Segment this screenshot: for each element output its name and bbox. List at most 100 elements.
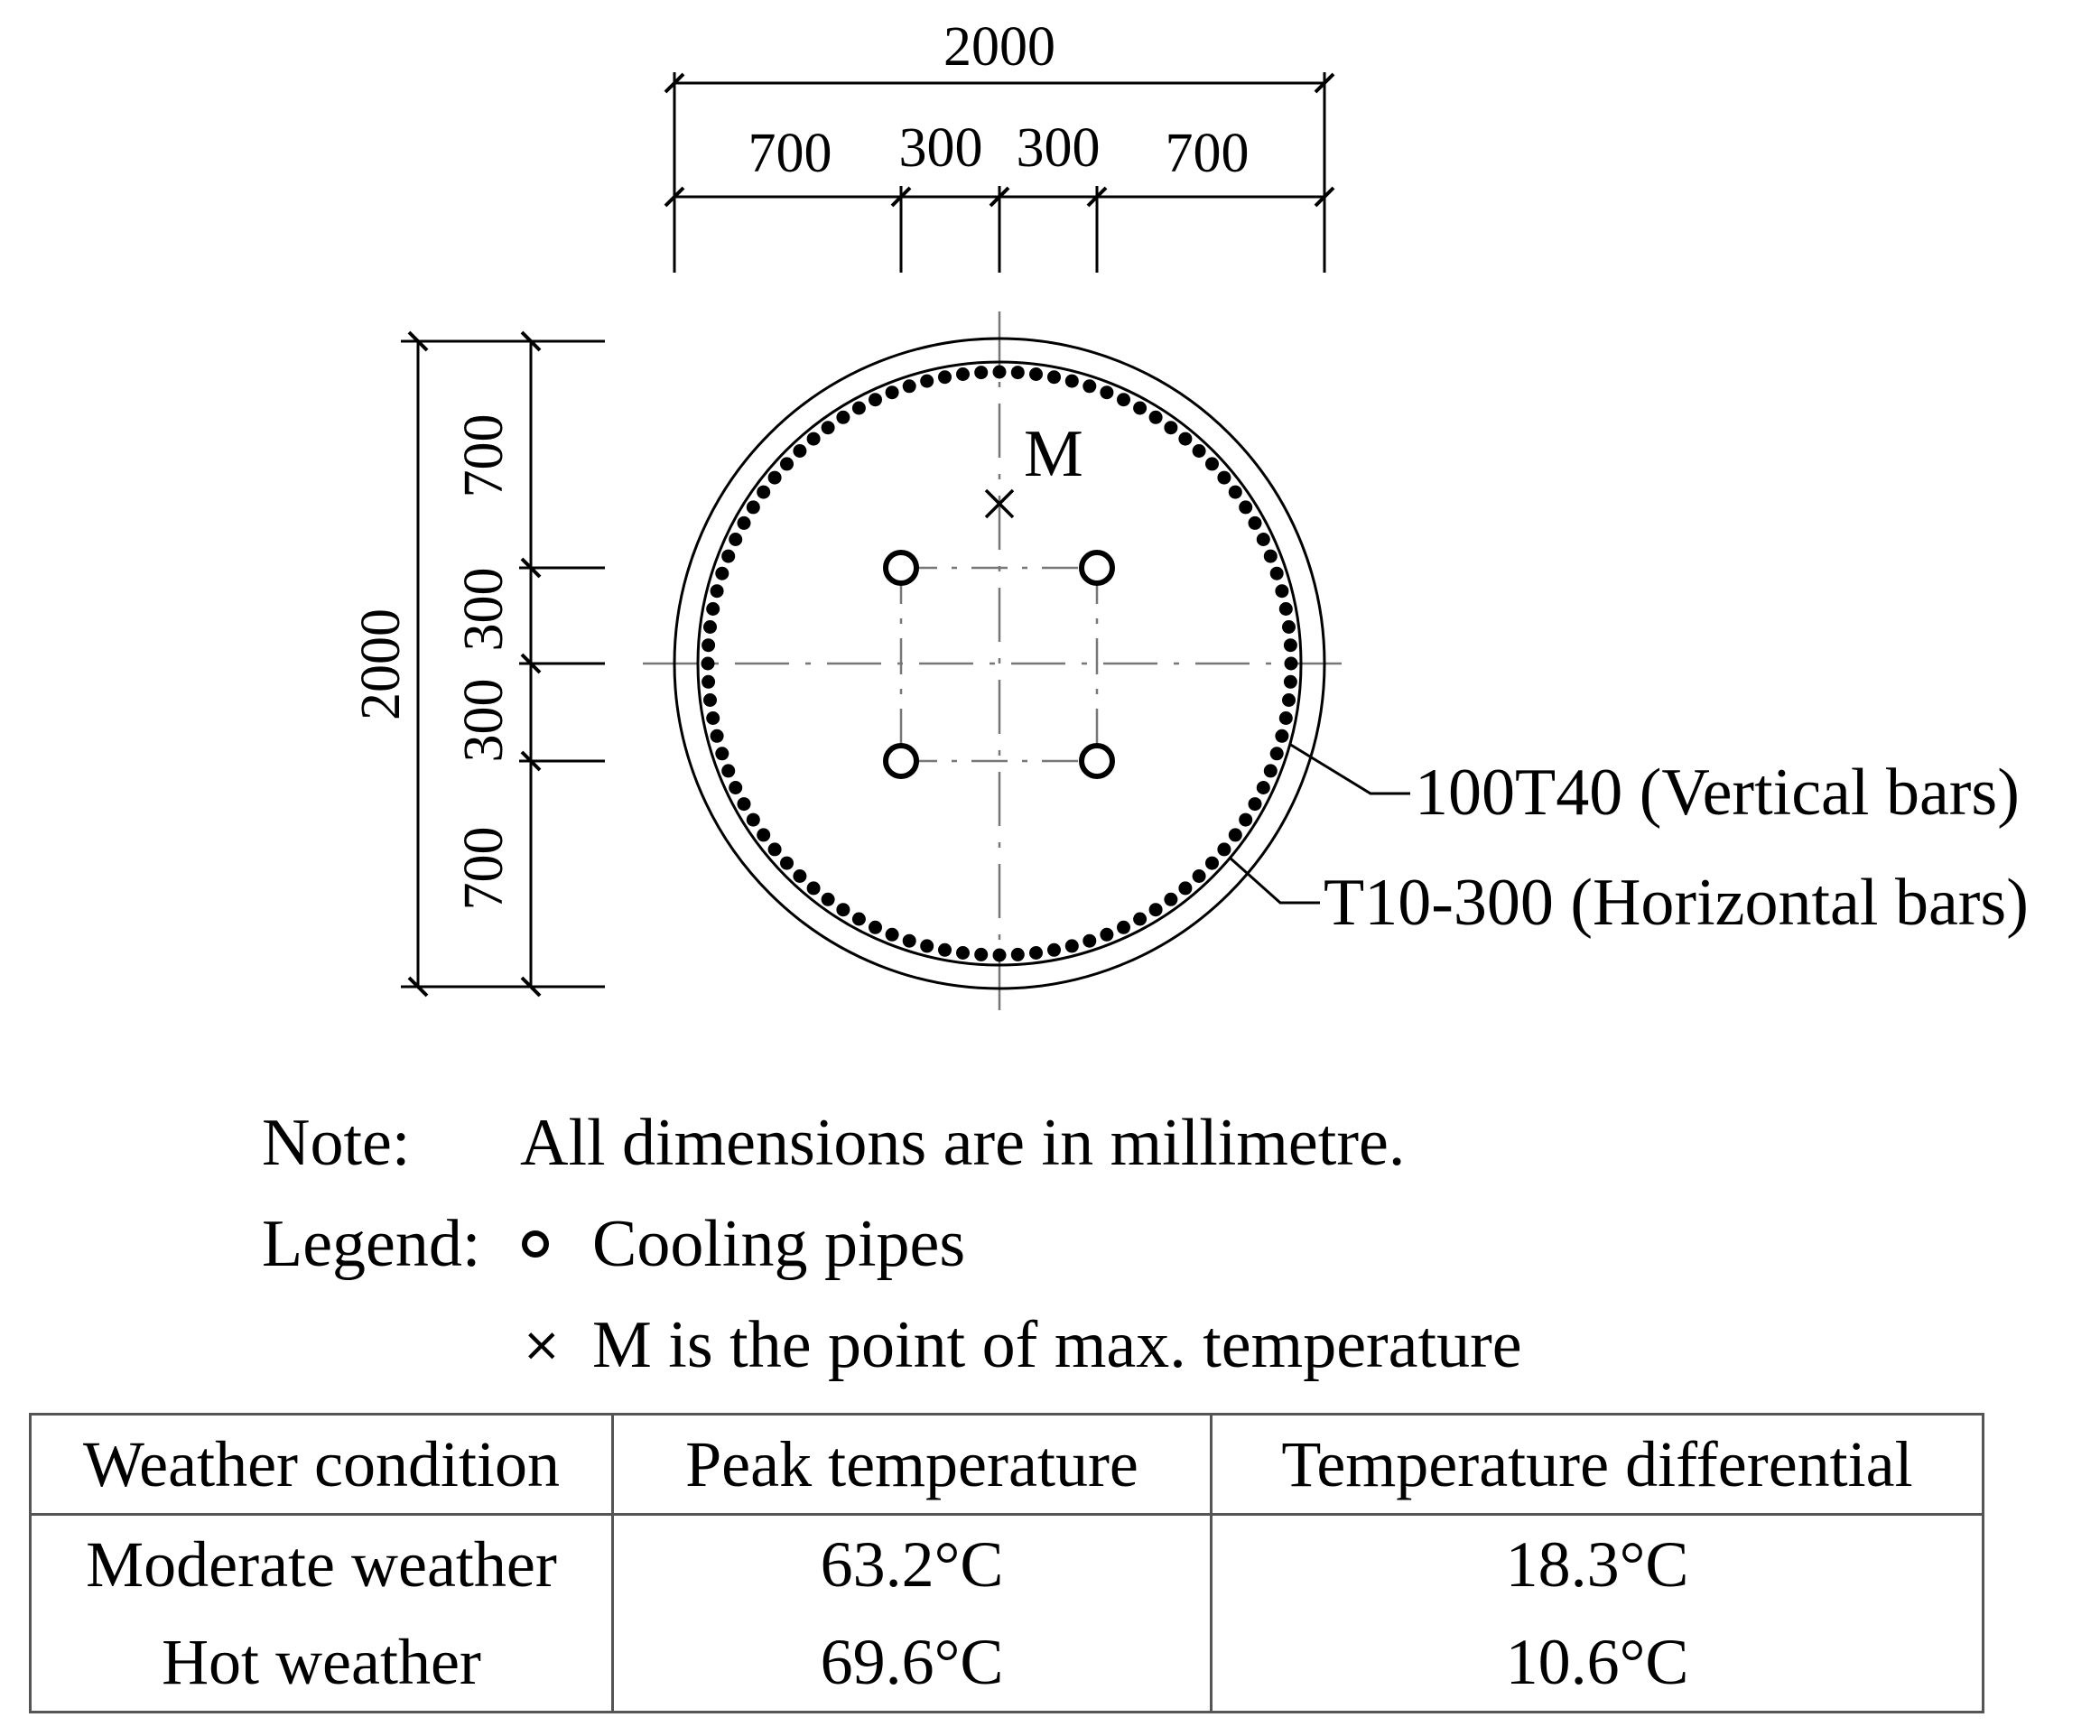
cell-differential: 18.3°C xyxy=(1210,1514,1984,1613)
vertical-bar xyxy=(1064,939,1079,953)
centre-lines xyxy=(643,311,1354,1018)
column-outline xyxy=(673,337,1326,990)
vertical-bar xyxy=(1256,533,1270,546)
vertical-bar xyxy=(1283,674,1297,689)
vertical-bar xyxy=(1278,711,1293,725)
vertical-bar xyxy=(1047,370,1061,385)
cell-peak: 69.6°C xyxy=(611,1613,1213,1713)
cooling-pipe-icon xyxy=(522,1230,549,1258)
vertical-bar xyxy=(920,374,934,388)
vertical-bar xyxy=(1178,432,1193,446)
vertical-bar xyxy=(793,869,807,883)
legend-pipes-text: Cooling pipes xyxy=(592,1207,966,1281)
vertical-bar xyxy=(1217,470,1231,485)
vertical-bar xyxy=(1164,892,1178,906)
header-peak-temperature: Peak temperature xyxy=(611,1413,1213,1516)
vertical-bar xyxy=(1164,421,1178,435)
vertical-bar xyxy=(793,444,807,458)
vertical-bar xyxy=(1275,584,1289,599)
vertical-bar xyxy=(767,470,782,485)
vertical-bar xyxy=(1228,485,1242,499)
vertical-bar xyxy=(1047,942,1061,957)
vertical-bar xyxy=(767,842,782,857)
vertical-bar xyxy=(1117,393,1130,407)
vertical-bar xyxy=(780,856,794,870)
vertical-bar xyxy=(1256,781,1270,794)
vertical-bar xyxy=(821,421,835,435)
cell-differential: 10.6°C xyxy=(1210,1613,1984,1713)
left-dim-seg-4: 700 xyxy=(453,827,515,911)
vertical-bar xyxy=(974,366,989,380)
vertical-bar xyxy=(1010,366,1025,380)
note-key: Note: xyxy=(262,1106,411,1180)
left-dim-seg-1: 700 xyxy=(453,414,515,498)
cell-weather: Moderate weather xyxy=(29,1514,614,1613)
top-dimension-chain xyxy=(664,72,1335,273)
note-text: All dimensions are in millimetre. xyxy=(520,1106,1406,1180)
column-section-drawing: 2000 700 300 300 700 2000 700 300 300 70… xyxy=(350,16,2029,1018)
vertical-bar xyxy=(721,764,736,778)
max-temp-point-marker xyxy=(984,488,1015,519)
vertical-bar xyxy=(1275,729,1289,743)
vertical-bar xyxy=(729,533,743,546)
vertical-bar xyxy=(1029,946,1043,960)
legend-pipes-row: Legend: Cooling pipes xyxy=(262,1193,1522,1295)
cooling-pipe xyxy=(1079,550,1115,586)
vertical-bar xyxy=(1217,842,1231,857)
vertical-bar xyxy=(938,942,952,957)
vertical-bar xyxy=(737,515,751,530)
vertical-bar xyxy=(1148,903,1163,917)
max-temp-point-label: M xyxy=(1024,417,1083,491)
vertical-bar xyxy=(1010,947,1025,961)
vertical-bar xyxy=(920,939,934,953)
top-dim-seg-3: 300 xyxy=(1017,117,1101,179)
vertical-bar xyxy=(1064,374,1079,388)
cooling-pipe xyxy=(883,550,919,586)
vertical-bar xyxy=(806,432,821,446)
vertical-bar xyxy=(702,638,716,653)
header-weather-condition: Weather condition xyxy=(29,1413,614,1516)
legend-key: Legend: xyxy=(262,1207,481,1281)
vertical-bar xyxy=(1083,379,1097,394)
vertical-bar xyxy=(1282,693,1296,707)
top-dim-total: 2000 xyxy=(943,16,1055,78)
vertical-bar xyxy=(1269,747,1284,761)
cooling-pipe xyxy=(1079,743,1115,779)
vertical-bar xyxy=(1100,927,1114,942)
notes-legend: Note: All dimensions are in millimetre. … xyxy=(262,1092,1522,1396)
vertical-bar xyxy=(737,797,751,812)
cell-peak: 63.2°C xyxy=(611,1514,1213,1613)
vertical-bar xyxy=(710,729,724,743)
vertical-bar xyxy=(836,903,850,917)
vertical-bar xyxy=(710,584,724,599)
vertical-bar xyxy=(1100,385,1114,400)
top-dim-seg-2: 300 xyxy=(899,117,983,179)
vertical-bar xyxy=(1228,828,1242,842)
cooling-pipe xyxy=(883,743,919,779)
vertical-bar xyxy=(701,656,715,671)
vertical-bar xyxy=(1133,401,1148,415)
vertical-bar xyxy=(703,693,717,707)
vertical-bar xyxy=(706,602,720,616)
vertical-bar xyxy=(1178,881,1193,896)
vertical-bar xyxy=(956,367,970,381)
vertical-bar xyxy=(1283,638,1297,653)
vertical-bar xyxy=(974,947,989,961)
vertical-bar xyxy=(729,781,743,794)
vertical-bar xyxy=(821,892,835,906)
vertical-bar xyxy=(1278,602,1293,616)
legend-max-text: M is the point of max. temperature xyxy=(592,1308,1522,1382)
vertical-bar xyxy=(869,393,882,407)
vertical-bar xyxy=(992,948,1007,962)
vertical-bar xyxy=(757,828,771,842)
vertical-bar xyxy=(706,711,720,725)
vertical-bar xyxy=(1269,566,1284,580)
vertical-bar xyxy=(1248,797,1262,812)
left-dimension-chain xyxy=(401,330,605,998)
vertical-bar xyxy=(1148,410,1163,424)
callout-leaders xyxy=(1229,742,1410,905)
vertical-bar xyxy=(1205,856,1219,870)
vertical-bar xyxy=(885,927,899,942)
left-dim-seg-3: 300 xyxy=(453,679,515,763)
vertical-bar xyxy=(1282,620,1296,634)
